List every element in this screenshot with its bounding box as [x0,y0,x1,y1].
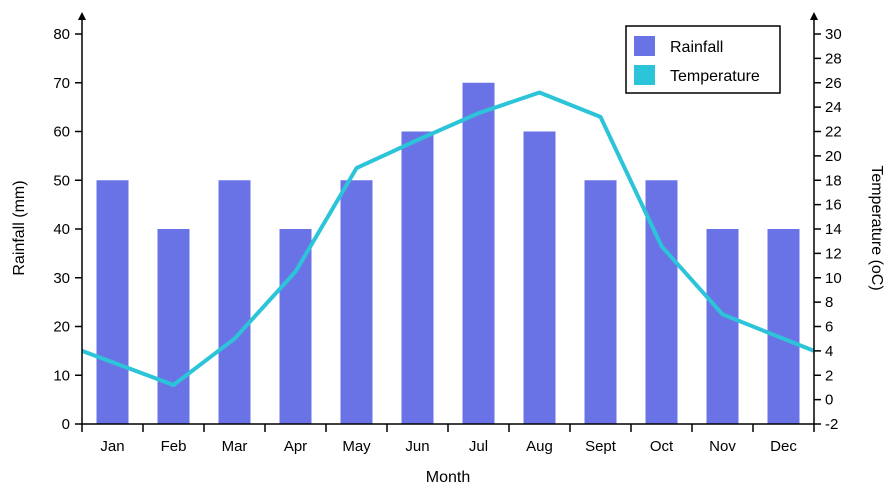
x-tick-label-jul: Jul [469,438,488,455]
x-axis-title: Month [426,469,470,486]
line-layer [81,90,815,387]
y2-tick-label: 16 [825,197,842,214]
x-tick-label-mar: Mar [222,438,248,455]
bar-apr [279,229,312,424]
legend-swatch-temperature [634,65,655,85]
y-tick-label: 50 [53,172,70,189]
y2-tick-label: 12 [825,245,842,262]
y2-tick-label: 2 [825,367,833,384]
y2-tick-label: 18 [825,172,842,189]
legend-swatch-rainfall [634,36,655,56]
bar-oct [645,180,678,424]
y2-tick-label: 10 [825,270,842,287]
bar-feb [157,229,190,424]
axes-layer: 01020304050607080-2024681012141618202224… [53,12,842,455]
y2-tick-label: 4 [825,343,833,360]
bar-jan [96,180,129,424]
bars-layer [96,82,800,424]
bar-jun [401,131,434,424]
y2-tick-label: 22 [825,124,842,141]
bar-dec [767,229,800,424]
legend: Rainfall Temperature [625,25,781,94]
bar-nov [706,229,739,424]
y2-tick-label: 28 [825,50,842,67]
bar-aug [523,131,556,424]
y-tick-label: 0 [62,416,70,433]
y-tick-label: 80 [53,26,70,43]
bar-jul [462,82,495,424]
y2-tick-label: 14 [825,221,842,238]
y2-tick-label: 26 [825,75,842,92]
y-tick-label: 30 [53,270,70,287]
bar-sept [584,180,617,424]
y-axis-arrow [78,12,86,20]
y2-tick-label: 8 [825,294,833,311]
x-tick-label-oct: Oct [650,438,674,455]
y-axis-title: Rainfall (mm) [11,180,28,275]
x-tick-label-feb: Feb [161,438,187,455]
y2-tick-label: 6 [825,319,833,336]
x-tick-label-apr: Apr [284,438,307,455]
bar-mar [218,180,251,424]
y2-axis-arrow [810,12,818,20]
y2-tick-label: 24 [825,99,842,116]
y2-tick-label: -2 [825,416,838,433]
y-tick-label: 70 [53,75,70,92]
y-tick-label: 20 [53,319,70,336]
y-tick-label: 10 [53,367,70,384]
x-tick-label-dec: Dec [770,438,797,455]
temperature-line [81,90,815,387]
y-tick-label: 60 [53,124,70,141]
legend-label-rainfall: Rainfall [670,39,723,56]
y2-tick-label: 20 [825,148,842,165]
x-tick-label-aug: Aug [526,438,553,455]
y2-axis-title: Temperature (oC) [868,165,885,290]
y-tick-label: 40 [53,221,70,238]
bar-may [340,180,373,424]
legend-label-temperature: Temperature [670,68,760,85]
x-tick-label-jan: Jan [100,438,124,455]
x-tick-label-jun: Jun [405,438,429,455]
x-tick-label-sept: Sept [585,438,617,455]
x-tick-label-nov: Nov [709,438,736,455]
x-tick-label-may: May [342,438,371,455]
y2-tick-label: 0 [825,392,833,409]
y2-tick-label: 30 [825,26,842,43]
